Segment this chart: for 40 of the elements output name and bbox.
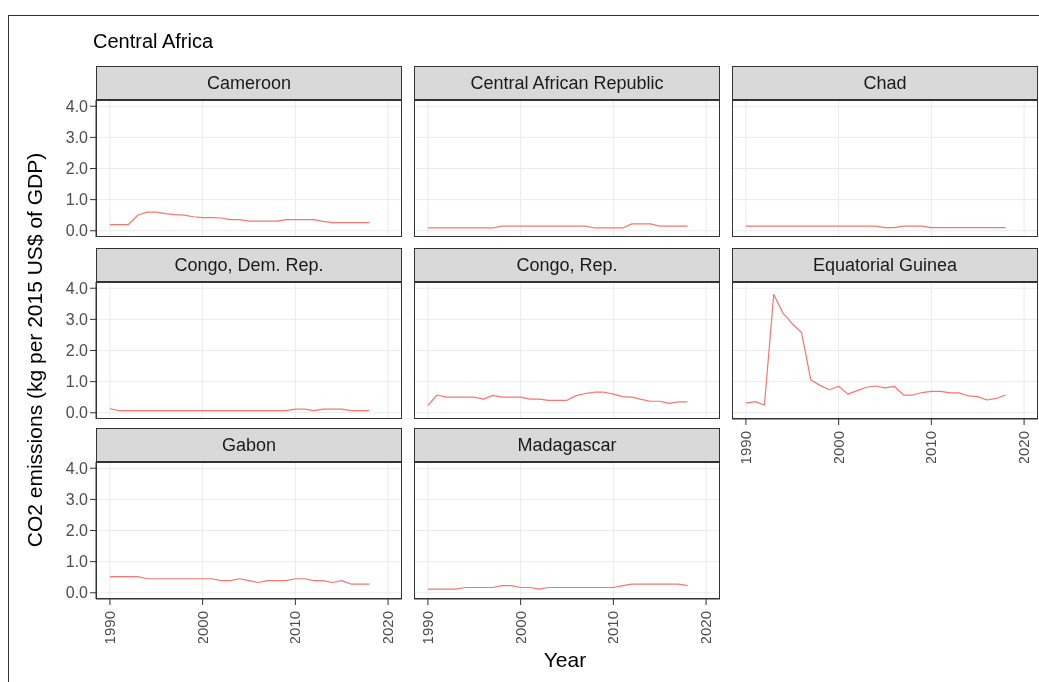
x-tick-label: 2010	[604, 611, 622, 645]
y-tick-label: 2.0	[65, 342, 89, 360]
chart-title: Congo, Dem. Rep.	[96, 248, 402, 282]
y-tick-label: 3.0	[65, 491, 89, 509]
x-tick-label: 1990	[418, 611, 436, 645]
y-tick-label: 0.0	[65, 222, 89, 240]
chart-title: Central African Republic	[414, 66, 720, 100]
x-tick-label: 2010	[922, 431, 940, 465]
y-tick-label: 1.0	[65, 373, 89, 391]
y-tick-label: 2.0	[65, 160, 89, 178]
chart-title: Gabon	[96, 428, 402, 462]
y-tick-label: 0.0	[65, 584, 89, 602]
y-tick-label: 2.0	[65, 522, 89, 540]
y-tick-label: 4.0	[65, 97, 89, 115]
chart-title: Equatorial Guinea	[732, 248, 1038, 282]
x-tick-label: 2010	[286, 611, 304, 645]
x-tick-label: 2000	[193, 611, 211, 645]
chart-title: Chad	[732, 66, 1038, 100]
y-tick-label: 0.0	[65, 404, 89, 422]
line-series	[109, 575, 371, 585]
y-tick-label: 4.0	[65, 279, 89, 297]
x-tick-label: 1990	[736, 431, 754, 465]
y-tick-label: 3.0	[65, 311, 89, 329]
chart-title: Congo, Rep.	[414, 248, 720, 282]
y-tick-label: 1.0	[65, 191, 89, 209]
x-axis-title: Year	[543, 648, 587, 672]
y-axis-title: CO2 emissions (kg per 2015 US$ of GDP)	[23, 152, 47, 548]
y-tick-label: 3.0	[65, 129, 89, 147]
chart-title: Madagascar	[414, 428, 720, 462]
x-tick-label: 2020	[379, 611, 397, 645]
x-tick-label: 2020	[1015, 431, 1033, 465]
chart-title: Cameroon	[96, 66, 402, 100]
text: Central Africa	[93, 30, 214, 53]
x-tick-label: 2000	[511, 611, 529, 645]
line-series	[109, 211, 371, 226]
x-tick-label: 1990	[100, 611, 118, 645]
x-tick-label: 2000	[829, 431, 847, 465]
x-tick-label: 2020	[697, 611, 715, 645]
y-tick-label: 4.0	[65, 459, 89, 477]
y-tick-label: 1.0	[65, 553, 89, 571]
